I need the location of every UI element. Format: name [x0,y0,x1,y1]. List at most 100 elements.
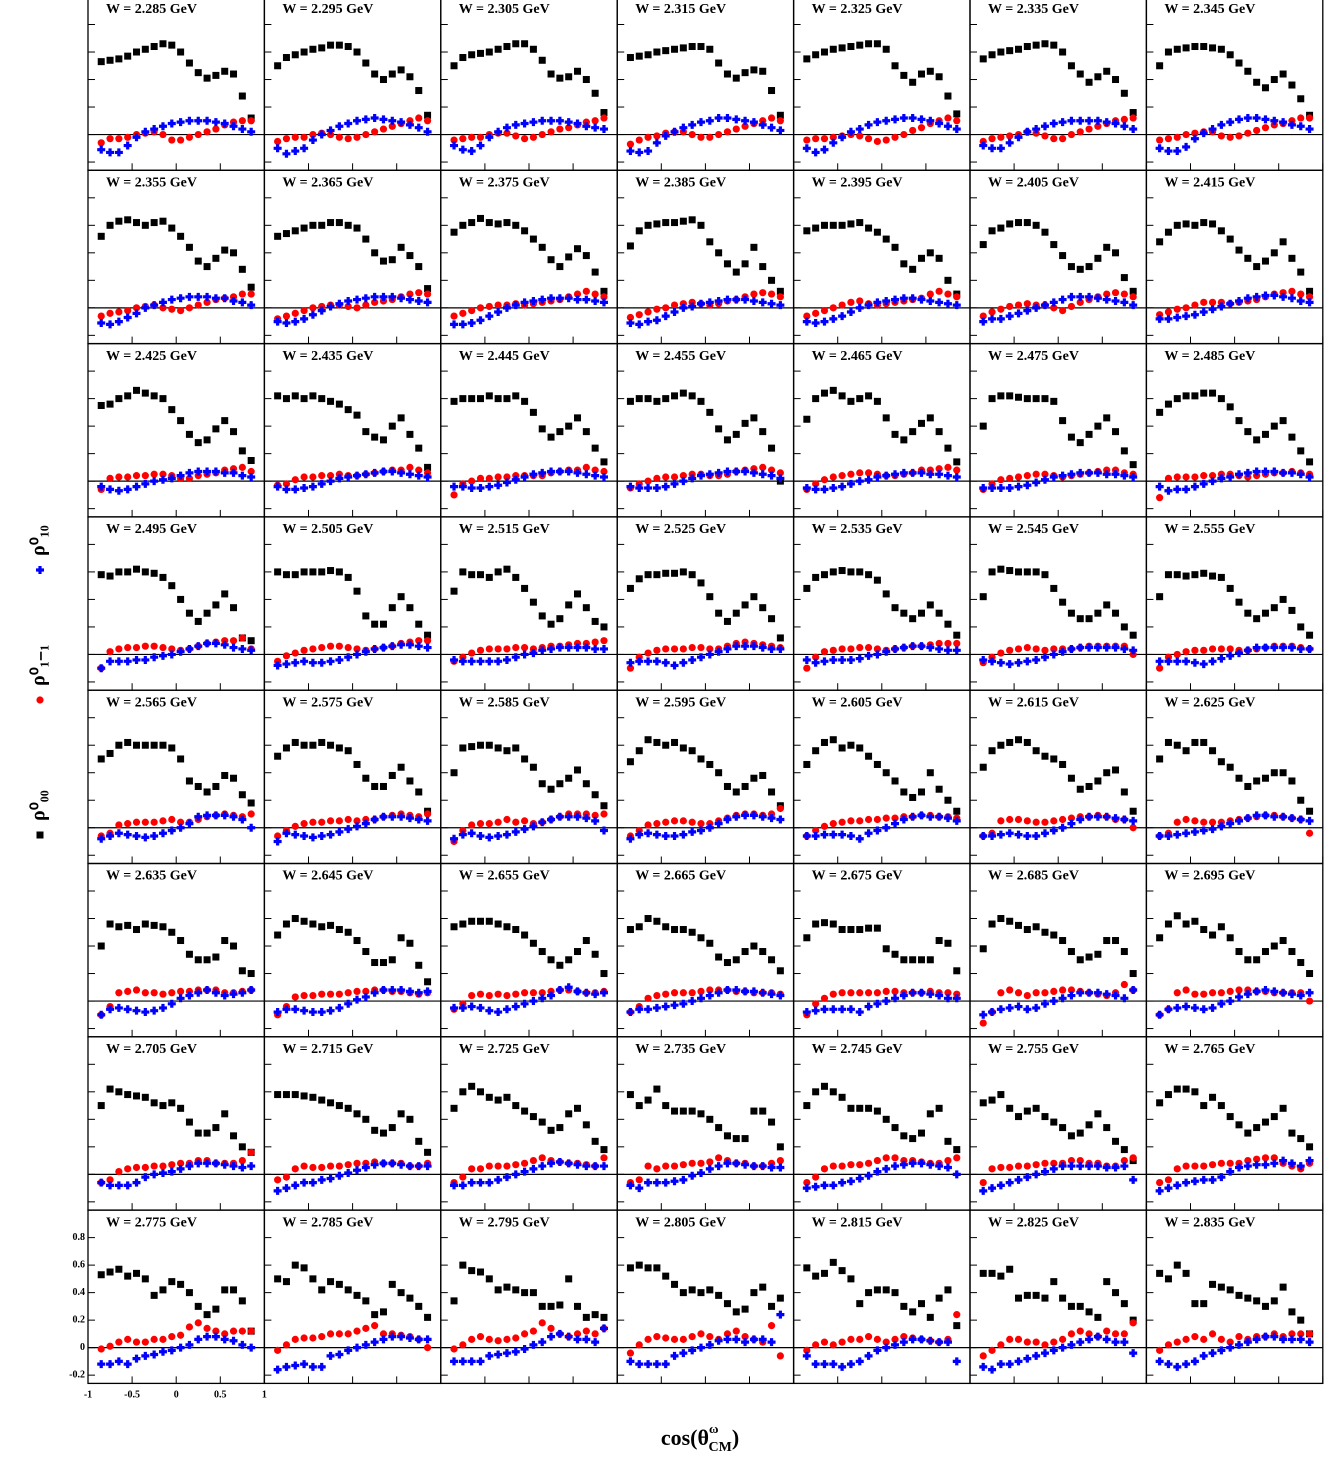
marker-square [1050,931,1058,939]
marker-circle [635,480,643,488]
panel: -0.200.20.40.60.8-1 -0.5 0 0.5 1W = 2.775 Ge… [69,1209,267,1401]
marker-square [1094,950,1102,958]
marker-square [397,414,405,422]
panel-title: W = 2.785 GeV [282,1215,373,1230]
marker-cross [696,299,705,308]
marker-square [238,265,246,273]
marker-cross [899,991,908,1000]
marker-circle [891,1154,899,1162]
marker-cross [150,831,159,840]
marker-cross [458,145,467,154]
marker-cross [405,1334,414,1343]
marker-square [512,1286,520,1294]
marker-cross [229,1162,238,1171]
marker-circle [1235,986,1243,994]
marker-square [309,741,317,749]
marker-square [1067,62,1075,70]
marker-circle [812,653,820,661]
marker-cross [776,474,785,483]
marker-cross [688,120,697,129]
marker-circle [335,817,343,825]
marker-cross [873,999,882,1008]
marker-cross [555,1157,564,1166]
marker-cross [820,1360,829,1369]
marker-square [997,915,1005,923]
marker-square [282,54,290,62]
marker-circle [1200,1335,1208,1343]
marker-cross [291,1005,300,1014]
marker-circle [1191,1333,1199,1341]
marker-cross [688,827,697,836]
marker-circle [344,989,352,997]
marker-cross [476,316,485,325]
marker-circle [1067,130,1076,139]
marker-circle [1191,990,1199,998]
marker-circle [291,133,299,141]
marker-cross [176,823,185,832]
marker-square [1306,631,1314,639]
marker-square [723,617,731,625]
marker-square [900,1302,908,1310]
panel-frame [792,342,971,518]
marker-circle [1059,1335,1067,1343]
marker-circle [1006,1335,1014,1343]
marker-square [1085,78,1093,86]
marker-circle [1226,645,1234,653]
marker-circle [141,1163,149,1172]
marker-square [1094,1110,1102,1118]
marker-square [106,1085,114,1093]
marker-cross [1111,991,1120,1000]
marker-circle [1059,135,1067,143]
marker-cross [317,1362,326,1371]
marker-cross [414,471,423,480]
marker-circle [344,135,352,143]
marker-circle [626,313,635,322]
marker-cross [1164,1184,1173,1193]
marker-circle [309,645,317,653]
panel-frame [969,169,1148,345]
marker-cross [1217,654,1226,663]
marker-circle [767,810,776,818]
marker-square [900,956,908,964]
marker-circle [635,1341,643,1349]
marker-cross [1129,473,1138,482]
marker-cross [573,468,582,477]
marker-square [1015,393,1023,401]
marker-square [397,1289,405,1297]
marker-circle [670,301,679,309]
marker-circle [150,818,158,826]
marker-cross [952,646,961,655]
marker-square [679,926,687,934]
marker-square [997,48,1005,56]
marker-cross [1014,1002,1023,1011]
marker-cross [1058,1162,1067,1171]
marker-cross [1067,116,1076,125]
marker-cross [335,474,344,483]
marker-circle [1305,997,1314,1005]
marker-square [388,1280,396,1288]
panel: W = 2.705 GeV [87,1036,266,1211]
marker-cross [776,991,785,1000]
panel-frame [1145,1036,1324,1211]
marker-cross [1049,119,1058,128]
marker-cross [696,118,705,127]
marker-circle [168,815,176,824]
marker-circle [150,989,158,997]
marker-cross [353,295,362,304]
marker-cross [220,294,229,303]
marker-cross [211,467,220,476]
marker-cross [300,1006,309,1015]
marker-circle [512,818,520,826]
panel-title: W = 2.625 GeV [1164,695,1255,710]
marker-square [1270,1113,1278,1121]
marker-square [318,221,326,229]
marker-circle [556,125,564,133]
marker-square [185,59,193,67]
marker-circle [468,306,476,315]
marker-cross [599,1162,608,1171]
y-tick-label: 0.4 [73,1287,86,1298]
marker-square [203,1311,211,1319]
marker-cross [1287,1335,1296,1344]
marker-circle [1226,133,1234,141]
marker-cross [1217,1346,1226,1355]
